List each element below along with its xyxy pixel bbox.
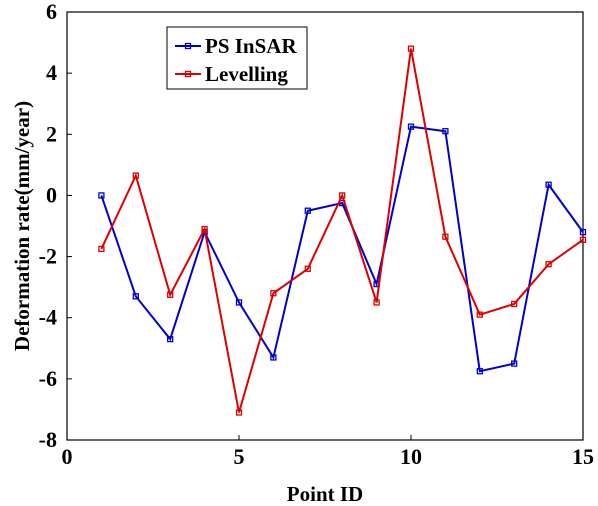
data-point-levelling: [201, 225, 208, 233]
x-tick-label: 5: [234, 444, 245, 469]
data-point-levelling: [339, 192, 346, 199]
y-axis: -8 -6 -4 -2 0 2 4 6: [39, 0, 72, 452]
plot-frame: [66, 11, 584, 441]
x-axis-title: Point ID: [287, 482, 363, 506]
data-point-levelling: [132, 172, 139, 179]
y-tick-label: -2: [39, 244, 57, 269]
legend: PS InSAR Levelling: [166, 26, 308, 90]
data-point-ps-insar: [235, 299, 243, 306]
data-point-ps-insar: [304, 207, 311, 214]
y-tick-label: 4: [46, 60, 57, 85]
data-point-levelling: [442, 233, 449, 240]
data-point-levelling: [304, 265, 311, 272]
x-axis: 0 5 10 15: [62, 435, 594, 469]
series-line-ps-insar: [100, 125, 584, 373]
data-point-ps-insar: [511, 360, 518, 367]
data-point-levelling: [98, 245, 105, 253]
y-tick-label: -6: [39, 366, 57, 391]
legend-box: [166, 26, 308, 90]
y-tick-label: 2: [46, 121, 57, 146]
legend-marker-levelling: [184, 70, 192, 78]
data-point-levelling: [270, 290, 277, 297]
data-point-levelling: [167, 291, 174, 298]
data-point-levelling: [476, 311, 483, 318]
x-tick-label: 0: [62, 444, 73, 469]
y-tick-label: -8: [39, 427, 57, 452]
y-tick-label: -4: [39, 305, 57, 330]
data-point-levelling: [545, 261, 552, 268]
legend-marker-ps-insar: [184, 42, 192, 50]
data-point-ps-insar: [476, 368, 483, 375]
series-levelling: [98, 45, 587, 416]
series-ps-insar: [98, 123, 587, 375]
data-point-levelling: [511, 300, 518, 308]
x-tick-label: 15: [572, 444, 594, 469]
data-point-ps-insar: [98, 192, 105, 199]
legend-label-levelling: Levelling: [205, 62, 288, 86]
data-point-ps-insar: [407, 123, 415, 130]
series-line-levelling: [100, 48, 584, 413]
data-point-ps-insar: [167, 335, 174, 343]
legend-label-ps-insar: PS InSAR: [205, 34, 297, 58]
y-tick-label: 6: [46, 0, 57, 24]
data-point-ps-insar: [132, 293, 139, 300]
y-tick-label: 0: [46, 182, 57, 207]
data-point-ps-insar: [545, 181, 552, 188]
data-point-levelling: [235, 409, 243, 416]
data-point-ps-insar: [270, 354, 277, 361]
data-point-levelling: [407, 45, 415, 52]
data-point-ps-insar: [579, 228, 587, 236]
data-point-levelling: [579, 236, 587, 243]
series-layer: [98, 45, 587, 416]
y-axis-title: Deformation rate(mm/year): [10, 101, 34, 351]
data-point-ps-insar: [442, 128, 449, 135]
data-point-levelling: [373, 299, 380, 306]
x-tick-label: 10: [400, 444, 422, 469]
